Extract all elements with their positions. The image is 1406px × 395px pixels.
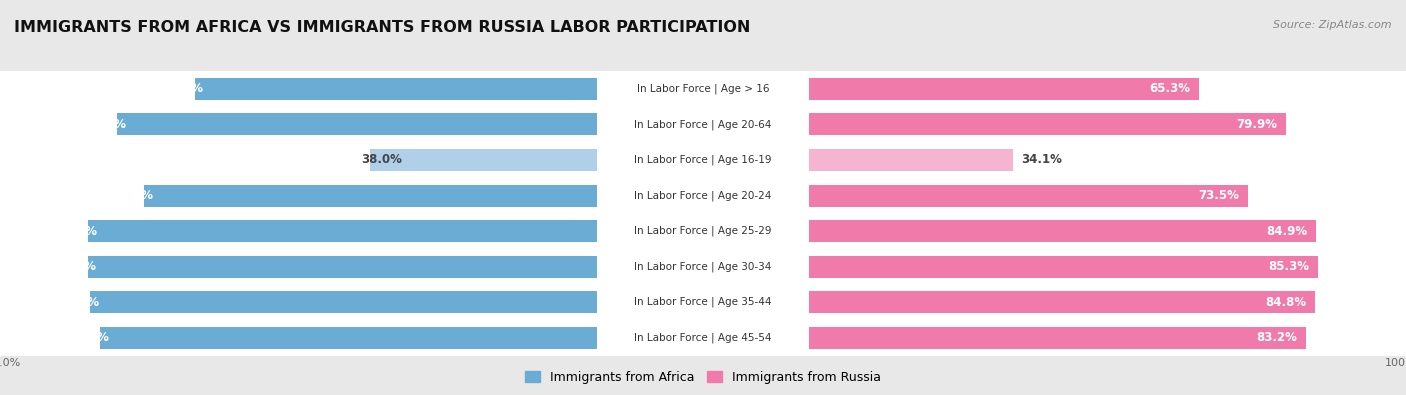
Text: 80.4%: 80.4% <box>84 118 127 131</box>
Bar <box>194 78 598 100</box>
Text: 85.3%: 85.3% <box>56 260 97 273</box>
Bar <box>0 213 1406 249</box>
Bar <box>0 284 1406 320</box>
Bar <box>212 107 1406 142</box>
Text: 34.1%: 34.1% <box>1022 154 1063 166</box>
Bar <box>808 327 1306 349</box>
Bar <box>145 184 598 207</box>
Bar <box>0 320 1194 356</box>
Text: Source: ZipAtlas.com: Source: ZipAtlas.com <box>1274 20 1392 30</box>
Bar <box>0 142 1406 178</box>
Text: In Labor Force | Age 16-19: In Labor Force | Age 16-19 <box>634 155 772 165</box>
Text: In Labor Force | Age 35-44: In Labor Force | Age 35-44 <box>634 297 772 307</box>
Bar <box>808 113 1286 135</box>
Text: 84.9%: 84.9% <box>1265 225 1308 237</box>
Bar <box>212 284 1406 320</box>
Bar <box>89 220 598 242</box>
Bar <box>212 71 1406 107</box>
Bar <box>212 320 1406 356</box>
Text: In Labor Force | Age 20-64: In Labor Force | Age 20-64 <box>634 119 772 130</box>
Bar <box>0 71 1194 107</box>
Text: 79.9%: 79.9% <box>1236 118 1277 131</box>
Bar <box>808 149 1012 171</box>
Bar <box>87 256 598 278</box>
Bar <box>808 78 1199 100</box>
Text: In Labor Force | Age 20-24: In Labor Force | Age 20-24 <box>634 190 772 201</box>
Bar <box>0 284 1194 320</box>
Bar <box>370 149 598 171</box>
Legend: Immigrants from Africa, Immigrants from Russia: Immigrants from Africa, Immigrants from … <box>520 366 886 389</box>
Bar <box>0 71 1406 107</box>
Text: 65.3%: 65.3% <box>1149 83 1189 95</box>
Text: 83.2%: 83.2% <box>69 331 110 344</box>
Bar <box>808 184 1249 207</box>
Bar <box>90 291 598 313</box>
Text: 73.5%: 73.5% <box>1198 189 1239 202</box>
Text: IMMIGRANTS FROM AFRICA VS IMMIGRANTS FROM RUSSIA LABOR PARTICIPATION: IMMIGRANTS FROM AFRICA VS IMMIGRANTS FRO… <box>14 20 751 35</box>
Bar <box>100 327 598 349</box>
Bar <box>808 291 1315 313</box>
Bar <box>808 220 1316 242</box>
Bar <box>0 320 1406 356</box>
Bar <box>212 178 1406 213</box>
Text: 84.8%: 84.8% <box>1265 296 1306 308</box>
Bar <box>0 107 1406 142</box>
Bar <box>0 249 1194 284</box>
Bar <box>212 213 1406 249</box>
Bar <box>117 113 598 135</box>
Bar <box>0 178 1194 213</box>
Bar <box>0 107 1194 142</box>
Bar <box>212 249 1406 284</box>
Bar <box>0 178 1406 213</box>
Text: In Labor Force | Age 45-54: In Labor Force | Age 45-54 <box>634 333 772 343</box>
Text: In Labor Force | Age 25-29: In Labor Force | Age 25-29 <box>634 226 772 236</box>
Text: In Labor Force | Age 30-34: In Labor Force | Age 30-34 <box>634 261 772 272</box>
Bar <box>0 249 1406 284</box>
Text: In Labor Force | Age > 16: In Labor Force | Age > 16 <box>637 84 769 94</box>
Text: 85.3%: 85.3% <box>1268 260 1309 273</box>
Text: 85.2%: 85.2% <box>56 225 97 237</box>
Bar <box>0 213 1194 249</box>
Text: 75.8%: 75.8% <box>112 189 153 202</box>
Bar <box>0 142 1194 178</box>
Text: 67.4%: 67.4% <box>163 83 204 95</box>
Text: 84.9%: 84.9% <box>58 296 98 308</box>
Bar <box>212 142 1406 178</box>
Bar <box>808 256 1319 278</box>
Text: 83.2%: 83.2% <box>1256 331 1296 344</box>
Text: 38.0%: 38.0% <box>361 154 402 166</box>
